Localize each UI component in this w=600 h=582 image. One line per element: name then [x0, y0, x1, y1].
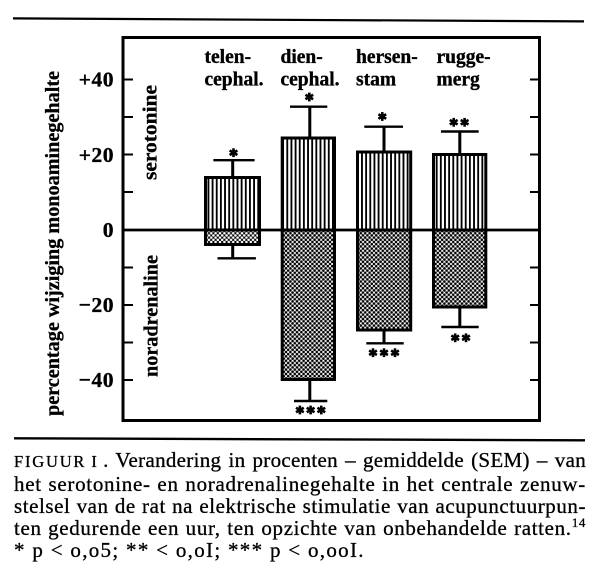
svg-text:stam: stam — [356, 70, 396, 91]
svg-text:−20: −20 — [79, 293, 114, 317]
svg-text:noradrenaline: noradrenaline — [141, 255, 163, 377]
svg-text:serotonine: serotonine — [140, 85, 162, 180]
svg-text:rugge-: rugge- — [437, 47, 491, 68]
svg-text:+20: +20 — [79, 143, 114, 167]
svg-text:cephal.: cephal. — [205, 70, 264, 91]
svg-text:merg: merg — [437, 70, 481, 91]
svg-text:−40: −40 — [79, 368, 114, 392]
svg-text:0: 0 — [103, 218, 114, 242]
svg-text:hersen-: hersen- — [356, 47, 418, 68]
svg-text:percentage wijziging monoamine: percentage wijziging monoaminegehalte — [42, 71, 64, 416]
svg-text:telen-: telen- — [205, 47, 252, 68]
svg-text:+40: +40 — [79, 68, 114, 92]
svg-text:cephal.: cephal. — [281, 70, 340, 91]
svg-text:dien-: dien- — [281, 47, 323, 68]
